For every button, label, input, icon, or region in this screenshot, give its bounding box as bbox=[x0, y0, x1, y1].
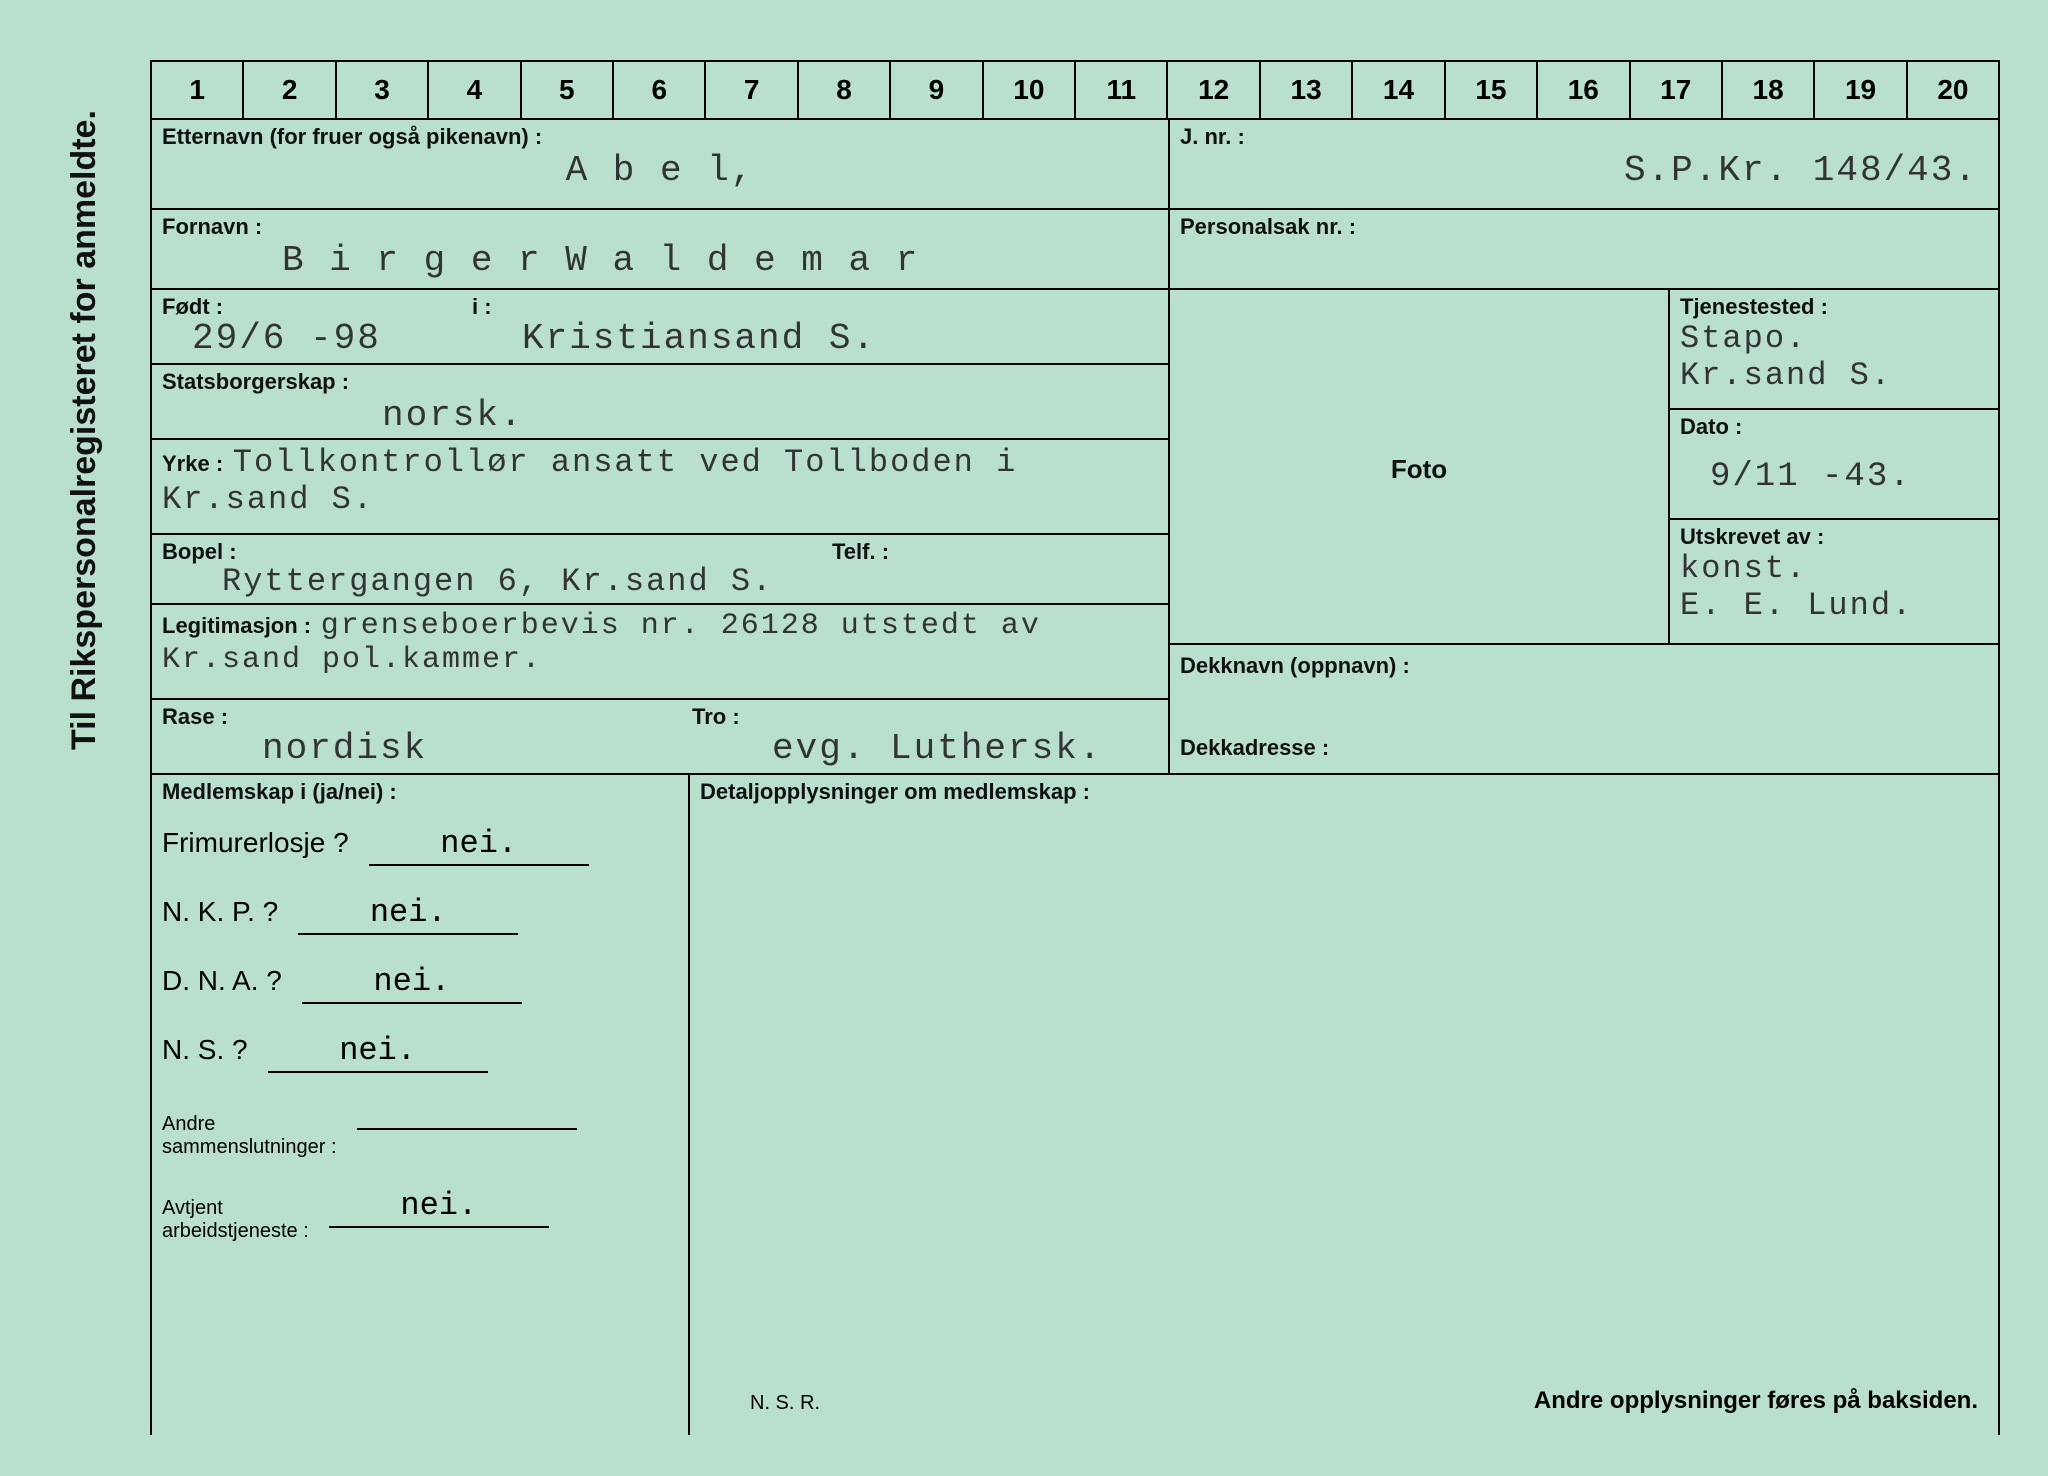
value-bopel: Ryttergangen 6, Kr.sand S. bbox=[162, 539, 1158, 600]
label-tjenestested: Tjenestested : bbox=[1680, 294, 1988, 320]
field-fornavn: Fornavn : B i r g e r W a l d e m a r bbox=[150, 210, 1170, 290]
ruler-cell: 6 bbox=[614, 60, 706, 120]
label-avtjent: Avtjent arbeidstjeneste : bbox=[162, 1197, 309, 1243]
a-andre-sammen bbox=[357, 1126, 577, 1130]
label-statsborgerskap: Statsborgerskap : bbox=[162, 369, 1158, 395]
ruler-cell: 17 bbox=[1631, 60, 1723, 120]
ruler-cell: 19 bbox=[1815, 60, 1907, 120]
value-fodt: 29/6 -98 bbox=[192, 318, 381, 359]
q-dna: D. N. A. ? bbox=[162, 965, 282, 997]
ruler-cell: 4 bbox=[429, 60, 521, 120]
field-foto: Foto bbox=[1170, 290, 1670, 645]
field-statsborgerskap: Statsborgerskap : norsk. bbox=[150, 365, 1170, 440]
footer-note: Andre opplysninger føres på baksiden. bbox=[1534, 1387, 1978, 1415]
field-etternavn: Etternavn (for fruer også pikenavn) : A … bbox=[150, 120, 1170, 210]
q-frimurer: Frimurerlosje ? bbox=[162, 827, 349, 859]
membership-row-nkp: N. K. P. ? nei. bbox=[162, 894, 678, 935]
label-jnr: J. nr. : bbox=[1180, 124, 1988, 150]
label-legitimasjon: Legitimasjon : bbox=[162, 613, 311, 638]
q-ns: N. S. ? bbox=[162, 1034, 248, 1066]
label-i: i : bbox=[472, 294, 492, 320]
field-utskrevet: Utskrevet av : konst. E. E. Lund. bbox=[1670, 520, 2000, 645]
a-frimurer: nei. bbox=[369, 825, 589, 866]
ruler-cell: 11 bbox=[1076, 60, 1168, 120]
value-etternavn: A b e l, bbox=[162, 150, 1158, 191]
field-jnr: J. nr. : S.P.Kr. 148/43. bbox=[1170, 120, 2000, 210]
membership-row-avtjent: Avtjent arbeidstjeneste : nei. bbox=[162, 1187, 678, 1243]
membership-row-andre: Andre sammenslutninger : bbox=[162, 1113, 678, 1159]
ruler-cell: 5 bbox=[522, 60, 614, 120]
membership-row-ns: N. S. ? nei. bbox=[162, 1032, 678, 1073]
field-bopel: Bopel : Telf. : Ryttergangen 6, Kr.sand … bbox=[150, 535, 1170, 605]
label-foto: Foto bbox=[1180, 454, 1658, 485]
field-dekknavn: Dekknavn (oppnavn) : Dekkadresse : bbox=[1170, 645, 2000, 775]
value-tjenestested-2: Kr.sand S. bbox=[1680, 357, 1988, 394]
label-bopel: Bopel : bbox=[162, 539, 237, 565]
ruler-cell: 20 bbox=[1908, 60, 2000, 120]
label-tro: Tro : bbox=[692, 704, 740, 730]
q-nkp: N. K. P. ? bbox=[162, 896, 278, 928]
ruler-cell: 3 bbox=[337, 60, 429, 120]
a-nkp: nei. bbox=[298, 894, 518, 935]
ruler-cell: 1 bbox=[152, 60, 244, 120]
label-telf: Telf. : bbox=[832, 539, 889, 565]
side-label: Til Rikspersonalregisteret for anmeldte. bbox=[65, 110, 104, 750]
ruler-cell: 12 bbox=[1168, 60, 1260, 120]
field-detaljopp: Detaljopplysninger om medlemskap : N. S.… bbox=[690, 775, 2000, 1435]
registration-card: Til Rikspersonalregisteret for anmeldte.… bbox=[40, 30, 2020, 1450]
value-i: Kristiansand S. bbox=[522, 318, 876, 359]
form-area: Etternavn (for fruer også pikenavn) : A … bbox=[150, 120, 2000, 1450]
label-dato: Dato : bbox=[1680, 414, 1988, 440]
field-legitimasjon: Legitimasjon : grenseboerbevis nr. 26128… bbox=[150, 605, 1170, 700]
value-yrke: Tollkontrollør ansatt ved Tollboden i Kr… bbox=[162, 444, 1017, 518]
label-etternavn: Etternavn (for fruer også pikenavn) : bbox=[162, 124, 1158, 150]
value-tjenestested-1: Stapo. bbox=[1680, 320, 1988, 357]
label-fornavn: Fornavn : bbox=[162, 214, 1158, 240]
membership-row-frimurer: Frimurerlosje ? nei. bbox=[162, 825, 678, 866]
value-fornavn: B i r g e r W a l d e m a r bbox=[162, 240, 1158, 281]
value-tro: evg. Luthersk. bbox=[772, 728, 1102, 769]
value-jnr: S.P.Kr. 148/43. bbox=[1180, 150, 1988, 191]
ruler-cell: 8 bbox=[799, 60, 891, 120]
label-yrke: Yrke : bbox=[162, 451, 223, 476]
label-medlemskap: Medlemskap i (ja/nei) : bbox=[162, 779, 678, 805]
ruler-cell: 9 bbox=[891, 60, 983, 120]
ruler-cell: 10 bbox=[984, 60, 1076, 120]
field-yrke: Yrke : Tollkontrollør ansatt ved Tollbod… bbox=[150, 440, 1170, 535]
value-utskrevet-2: E. E. Lund. bbox=[1680, 587, 1988, 624]
ruler-cell: 7 bbox=[706, 60, 798, 120]
field-fodt: Født : 29/6 -98 i : Kristiansand S. bbox=[150, 290, 1170, 365]
label-dekkadresse: Dekkadresse : bbox=[1180, 735, 1988, 761]
ruler-cell: 13 bbox=[1261, 60, 1353, 120]
value-utskrevet-1: konst. bbox=[1680, 550, 1988, 587]
label-andre-sammen: Andre sammenslutninger : bbox=[162, 1113, 337, 1159]
ruler-cell: 14 bbox=[1353, 60, 1445, 120]
column-ruler: 1234567891011121314151617181920 bbox=[150, 60, 2000, 120]
field-rase-tro: Rase : nordisk Tro : evg. Luthersk. bbox=[150, 700, 1170, 775]
a-avtjent: nei. bbox=[329, 1187, 549, 1228]
ruler-cell: 18 bbox=[1723, 60, 1815, 120]
label-nsr: N. S. R. bbox=[750, 1392, 820, 1415]
ruler-cell: 15 bbox=[1446, 60, 1538, 120]
field-tjenestested: Tjenestested : Stapo. Kr.sand S. bbox=[1670, 290, 2000, 410]
label-personalsak: Personalsak nr. : bbox=[1180, 214, 1988, 240]
field-dato: Dato : 9/11 -43. bbox=[1670, 410, 2000, 520]
label-fodt: Født : bbox=[162, 294, 223, 320]
value-rase: nordisk bbox=[262, 728, 427, 769]
a-dna: nei. bbox=[302, 963, 522, 1004]
value-statsborgerskap: norsk. bbox=[162, 395, 1158, 436]
label-dekknavn: Dekknavn (oppnavn) : bbox=[1180, 653, 1988, 679]
ruler-cell: 16 bbox=[1538, 60, 1630, 120]
label-utskrevet: Utskrevet av : bbox=[1680, 524, 1988, 550]
label-rase: Rase : bbox=[162, 704, 228, 730]
ruler-cell: 2 bbox=[244, 60, 336, 120]
value-dato: 9/11 -43. bbox=[1680, 440, 1988, 496]
membership-row-dna: D. N. A. ? nei. bbox=[162, 963, 678, 1004]
field-personalsak: Personalsak nr. : bbox=[1170, 210, 2000, 290]
a-ns: nei. bbox=[268, 1032, 488, 1073]
label-detaljopp: Detaljopplysninger om medlemskap : bbox=[700, 779, 1988, 805]
field-medlemskap: Medlemskap i (ja/nei) : Frimurerlosje ? … bbox=[150, 775, 690, 1435]
